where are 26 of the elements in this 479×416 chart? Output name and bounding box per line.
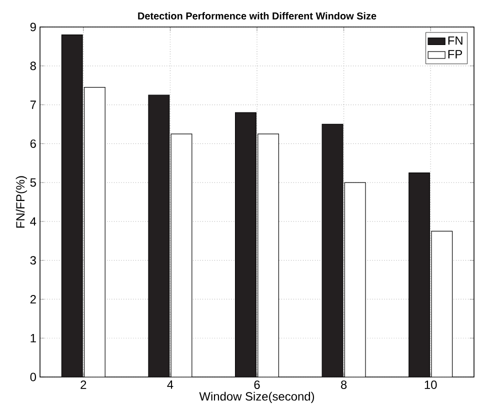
y-tick-label: 0 [30,372,36,382]
bar [148,94,170,377]
y-tick-label: 7 [30,100,36,109]
y-tick-label: 5 [30,178,36,187]
text: FP [448,50,462,58]
x-tick-label: 2 [80,380,86,389]
y-tick-label: 1 [30,334,36,342]
y-axis-title: FN/FP(%) [16,176,27,228]
bar [61,34,83,377]
y-tick-label: 2 [30,295,36,304]
bar [322,124,344,377]
y-tick-label: 3 [30,256,36,265]
chart-title: Detection Performence with Different Window Size [138,12,376,20]
bar [344,182,366,377]
y-tick-label: 4 [30,217,36,226]
x-tick-label: 4 [167,380,174,389]
bar [408,172,430,377]
y-tick-label: 9 [30,22,36,32]
legend-label: FN [448,36,462,45]
x-tick-label: 10 [424,380,437,389]
y-tick-label: 6 [30,139,36,148]
x-tick-label: 8 [340,380,347,389]
bar [235,112,256,377]
y-tick-label: 8 [30,62,36,70]
x-axis-title: Window Size(second) [199,392,314,403]
x-tick-label: 6 [254,380,260,389]
